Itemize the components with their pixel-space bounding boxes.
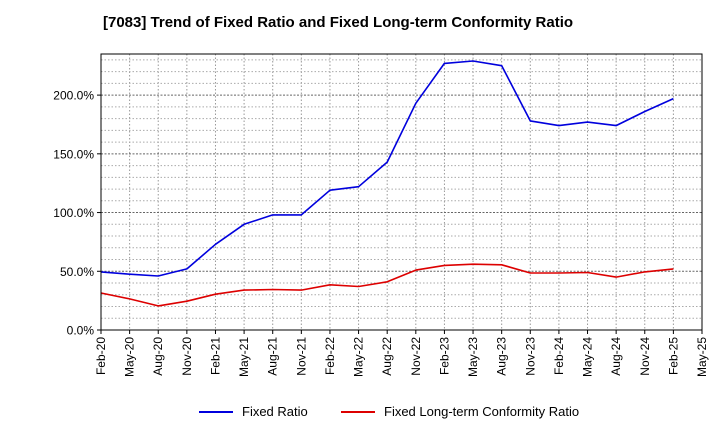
x-tick-label: Nov-21 [294, 337, 308, 376]
x-tick-label: Feb-23 [437, 337, 451, 375]
x-tick-label: May-22 [352, 337, 366, 377]
x-tick-label: Aug-22 [380, 337, 394, 376]
legend-label-fixed-ratio: Fixed Ratio [242, 404, 308, 419]
x-tick-label: Nov-23 [523, 337, 537, 376]
x-tick-label: Aug-21 [266, 337, 280, 376]
x-tick-label: Feb-24 [552, 337, 566, 375]
x-tick-label: Aug-23 [495, 337, 509, 376]
x-tick-label: May-24 [581, 337, 595, 377]
grid-lines [101, 54, 702, 330]
x-tick-label: Feb-22 [323, 337, 337, 375]
x-tick-label: Feb-21 [208, 337, 222, 375]
y-tick-label: 100.0% [53, 206, 94, 220]
series-line-0 [100, 60, 674, 277]
x-tick-label: Nov-20 [180, 337, 194, 376]
legend-label-conformity-ratio: Fixed Long-term Conformity Ratio [384, 404, 580, 419]
series-lines [100, 60, 674, 307]
legend-item-fixed-ratio: Fixed Ratio [199, 404, 308, 419]
x-tick-label: Feb-20 [94, 337, 108, 375]
y-axis-ticks: 0.0% 50.0% 100.0% 150.0% 200.0% [53, 89, 101, 338]
x-tick-label: Nov-24 [638, 337, 652, 376]
legend-swatch-fixed-ratio [199, 410, 233, 413]
x-tick-label: Aug-24 [609, 337, 623, 376]
y-tick-label: 150.0% [53, 147, 94, 161]
x-tick-label: May-25 [695, 337, 709, 377]
x-tick-label: Feb-25 [666, 337, 680, 375]
series-line-1 [100, 263, 674, 307]
legend: Fixed Ratio Fixed Long-term Conformity R… [0, 404, 720, 426]
plot-frame [100, 53, 703, 331]
chart-title: [7083] Trend of Fixed Ratio and Fixed Lo… [103, 14, 574, 31]
y-tick-label: 200.0% [53, 89, 94, 103]
x-tick-label: May-23 [466, 337, 480, 377]
x-tick-label: Nov-22 [409, 337, 423, 376]
x-tick-label: May-21 [237, 337, 251, 377]
x-tick-label: Aug-20 [151, 337, 165, 376]
x-axis-ticks: Feb-20 May-20 Aug-20 Nov-20 Feb-21 May-21 Aug-… [94, 330, 709, 377]
legend-item-conformity-ratio: Fixed Long-term Conformity Ratio [341, 404, 579, 419]
y-tick-label: 50.0% [60, 265, 94, 279]
y-tick-label: 0.0% [67, 324, 95, 338]
legend-swatch-conformity-ratio [341, 410, 375, 413]
x-tick-label: May-20 [123, 337, 137, 377]
